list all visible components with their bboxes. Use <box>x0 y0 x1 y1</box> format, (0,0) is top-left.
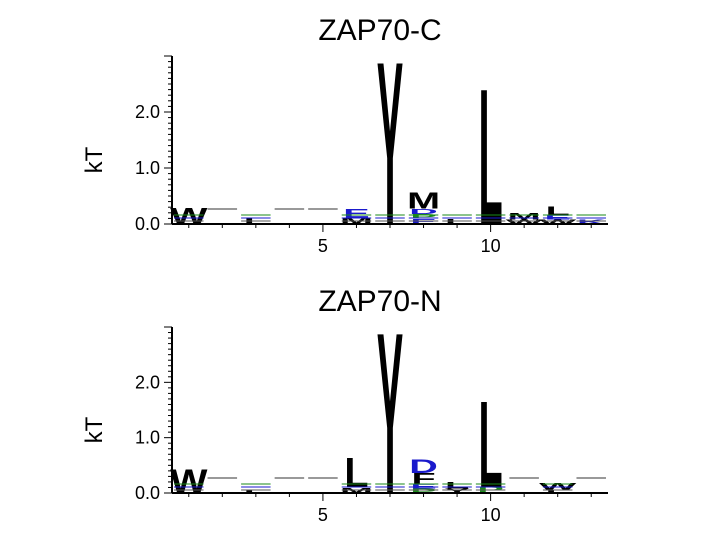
x-tick-label: 10 <box>481 505 501 525</box>
logo-letter-l: L <box>244 489 268 494</box>
logo-letter-e: E <box>410 483 436 490</box>
chart-title: ZAP70-C <box>318 14 441 47</box>
y-tick-label: 0.0 <box>135 214 160 234</box>
y-tick-label: 1.0 <box>135 158 160 178</box>
y-axis-label: kT <box>81 146 108 173</box>
x-tick-label: 5 <box>318 236 328 256</box>
logo-letter-d: D <box>409 207 438 216</box>
logo-letter-y: Y <box>444 487 471 494</box>
chart-title: ZAP70-N <box>318 285 441 318</box>
logo-letter-l: L <box>546 489 570 494</box>
y-axis-label: kT <box>81 416 108 443</box>
logo-letter-l: L <box>445 481 469 491</box>
y-tick-label: 1.0 <box>135 428 160 448</box>
logo-letter-l: L <box>479 48 503 266</box>
y-tick-label: 2.0 <box>135 372 160 392</box>
logo-letter-p: P <box>410 213 436 220</box>
y-tick-label: 2.0 <box>135 102 160 122</box>
logo-letter-w: W <box>505 218 543 225</box>
y-tick-label: 0.0 <box>135 483 160 503</box>
logo-letter-m: M <box>508 211 541 221</box>
logo-letter-e: E <box>410 217 436 226</box>
x-tick-label: 5 <box>318 505 328 525</box>
logo-letter-m: M <box>407 187 440 213</box>
logo-letter-d: D <box>409 456 438 478</box>
logo-letter-l: L <box>445 217 469 226</box>
logo-letter-y: Y <box>377 15 403 274</box>
logo-letter-l: L <box>546 205 570 218</box>
x-tick-label: 10 <box>481 236 501 256</box>
logo-letter-e: E <box>343 207 369 220</box>
logo-letter-w: W <box>539 218 577 225</box>
logo-letter-e: E <box>545 214 571 221</box>
logo-letter-k: K <box>577 218 606 225</box>
logo-letter-m: M <box>340 486 373 495</box>
logo-letter-p: P <box>410 487 436 494</box>
logo-letter-y: Y <box>377 285 403 540</box>
logo-letter-l: L <box>344 449 368 496</box>
